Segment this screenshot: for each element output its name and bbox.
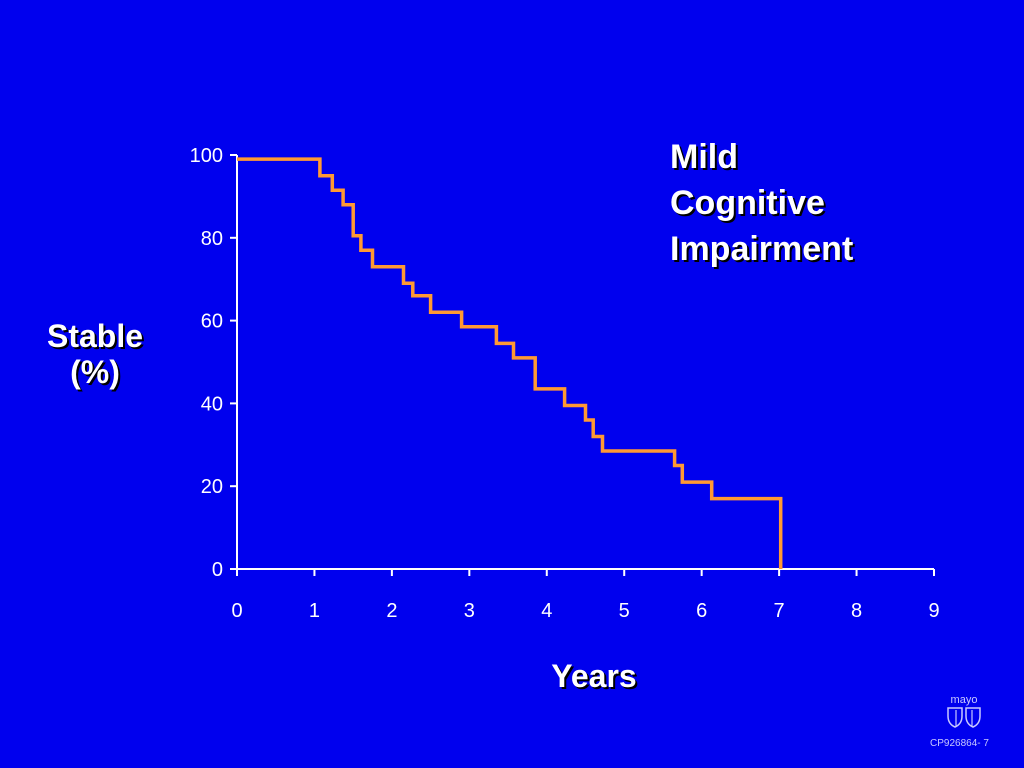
slide-code: CP926864- 7 — [930, 738, 989, 749]
annotation-line-2: Cognitive — [670, 184, 825, 222]
x-tick-label-3: 3 — [464, 600, 475, 622]
y-axis-label-line-2: (%) — [70, 354, 120, 390]
logo-text: mayo — [950, 694, 978, 706]
annotation-line-3: Impairment — [670, 230, 854, 268]
y-tick-label-40: 40 — [201, 393, 223, 415]
x-tick-label-5: 5 — [619, 600, 630, 622]
x-axis-label: Years — [551, 658, 637, 694]
chart-series — [237, 157, 783, 569]
x-tick-label-0: 0 — [231, 600, 242, 622]
chart-axes — [236, 155, 934, 570]
shield-icon — [947, 707, 981, 728]
chart-ticks: 0 20 40 60 80 100 0 1 2 3 4 5 6 7 8 9 — [190, 145, 940, 622]
y-tick-label-0: 0 — [212, 559, 223, 581]
y-tick-label-100: 100 — [190, 145, 223, 167]
mayo-logo: mayo — [944, 694, 984, 730]
x-tick-label-9: 9 — [928, 600, 939, 622]
y-axis-label-line-1: Stable — [46, 318, 144, 354]
x-tick-label-1: 1 — [309, 600, 320, 622]
x-tick-label-6: 6 — [696, 600, 707, 622]
y-tick-label-60: 60 — [201, 311, 223, 333]
y-tick-label-80: 80 — [201, 228, 223, 250]
series-line-0 — [237, 157, 783, 569]
x-tick-label-7: 7 — [774, 600, 785, 622]
x-tick-label-4: 4 — [541, 600, 552, 622]
x-tick-label-8: 8 — [851, 600, 862, 622]
y-axis-label: Stable (%) — [40, 318, 150, 390]
y-tick-label-20: 20 — [201, 476, 223, 498]
series-annotation: Mild Cognitive Impairment — [670, 134, 853, 272]
x-tick-label-2: 2 — [386, 600, 397, 622]
annotation-line-1: Mild — [670, 138, 738, 176]
